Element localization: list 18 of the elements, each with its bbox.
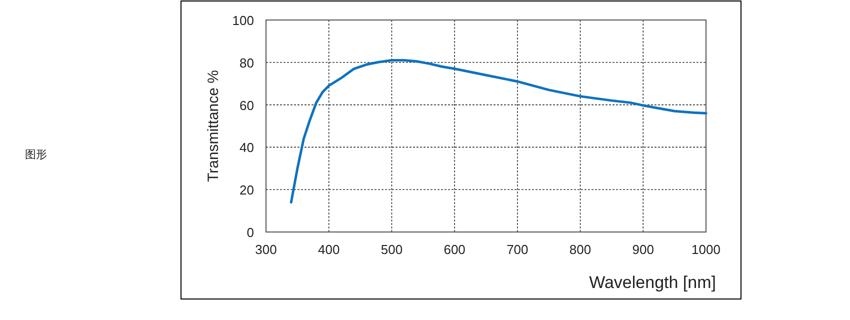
- x-tick-label: 600: [444, 242, 466, 257]
- y-tick-label: 0: [246, 225, 254, 240]
- x-tick-label: 400: [318, 242, 340, 257]
- x-tick-label: 500: [380, 242, 403, 257]
- y-tick-label: 80: [240, 55, 254, 70]
- line-series: [290, 59, 708, 204]
- x-tick-label: 700: [506, 242, 528, 257]
- x-tick-label: 300: [255, 242, 277, 257]
- y-axis-title: Transmittance %: [205, 70, 222, 182]
- x-tick-label: 800: [569, 242, 592, 257]
- x-tick-label: 1000: [692, 242, 720, 257]
- text: 图形: [25, 149, 47, 161]
- y-tick-label: 60: [240, 98, 254, 113]
- y-tick-label: 100: [232, 13, 254, 28]
- x-axis-title: Wavelength [nm]: [589, 273, 716, 292]
- y-tick-label: 20: [240, 182, 254, 198]
- y-tick-label: 40: [240, 140, 254, 156]
- x-tick-label: 900: [632, 242, 654, 257]
